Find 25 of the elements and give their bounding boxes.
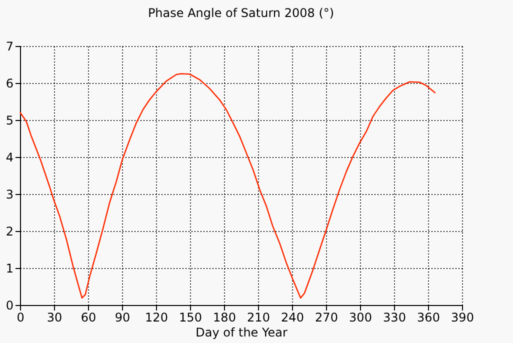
x-axis-title: Day of the Year <box>196 326 288 340</box>
x-tick-label: 300 <box>349 310 372 324</box>
x-tick-label: 180 <box>213 310 236 324</box>
chart-title: Phase Angle of Saturn 2008 (°) <box>148 6 334 20</box>
y-tick-label: 2 <box>6 224 14 238</box>
x-tick-label: 30 <box>46 310 62 324</box>
y-tick-label: 3 <box>6 188 14 202</box>
x-tick-label: 150 <box>179 310 202 324</box>
line-series <box>19 73 436 299</box>
y-tick-label: 4 <box>6 150 14 164</box>
y-tick-label: 0 <box>6 298 14 312</box>
x-tick-label: 60 <box>80 310 96 324</box>
y-tick-label: 7 <box>6 40 14 54</box>
y-tick-label: 6 <box>6 76 14 90</box>
x-tick-label: 120 <box>145 310 168 324</box>
y-tick-label: 1 <box>6 262 14 276</box>
x-tick-label: 240 <box>281 310 304 324</box>
x-tick-label: 390 <box>451 310 474 324</box>
x-tick-label: 330 <box>383 310 406 324</box>
x-tick-label: 0 <box>16 310 24 324</box>
x-tick-label: 210 <box>247 310 270 324</box>
x-tick-label: 90 <box>114 310 130 324</box>
x-tick-label: 270 <box>315 310 338 324</box>
y-tick-label: 5 <box>6 114 14 128</box>
x-tick-label: 360 <box>417 310 440 324</box>
